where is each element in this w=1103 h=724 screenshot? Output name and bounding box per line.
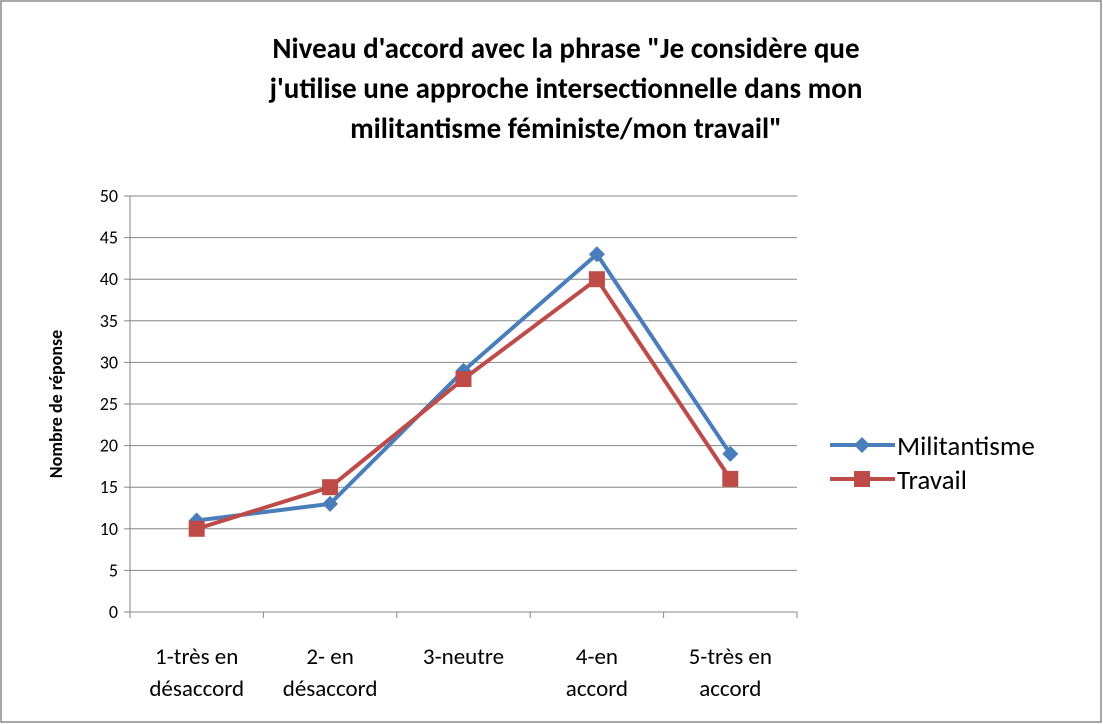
x-tick-label: accord [566, 675, 628, 703]
legend-marker [854, 437, 870, 453]
y-tick-label: 25 [100, 393, 118, 415]
x-tick-label: désaccord [283, 675, 378, 703]
x-tick-label: 5-très en [689, 643, 772, 671]
y-tick-label: 0 [109, 601, 118, 623]
chart-title: Niveau d'accord avec la phrase "Je consi… [272, 30, 859, 66]
y-tick-label: 30 [100, 351, 118, 373]
y-axis-label: Nombre de réponse [45, 330, 67, 478]
legend-label: Militantisme [897, 430, 1035, 463]
y-tick-label: 15 [100, 476, 118, 498]
chart-title: j'utilise une approche intersectionnelle… [269, 70, 863, 106]
y-tick-label: 35 [100, 310, 118, 332]
x-tick-label: désaccord [149, 675, 244, 703]
x-tick-label: 1-très en [155, 643, 238, 671]
chart-title: militantisme féministe/mon travail" [350, 110, 782, 146]
legend-label: Travail [897, 464, 967, 497]
x-tick-label: 2- en [306, 643, 353, 671]
x-tick-label: 3-neutre [423, 643, 504, 671]
x-tick-label: 4-en [576, 643, 618, 671]
y-tick-label: 45 [100, 227, 118, 249]
data-point [322, 479, 339, 496]
y-tick-label: 20 [100, 435, 118, 457]
y-tick-label: 5 [109, 559, 118, 581]
y-tick-label: 10 [100, 518, 118, 540]
data-point [722, 470, 739, 487]
y-tick-label: 40 [100, 268, 118, 290]
y-tick-label: 50 [100, 185, 118, 207]
x-tick-label: accord [699, 675, 761, 703]
data-point [588, 246, 605, 263]
data-point [188, 520, 205, 537]
data-point [722, 445, 739, 462]
data-point [455, 371, 472, 388]
legend-marker [854, 471, 870, 487]
data-point [588, 271, 605, 288]
data-point [322, 495, 339, 512]
